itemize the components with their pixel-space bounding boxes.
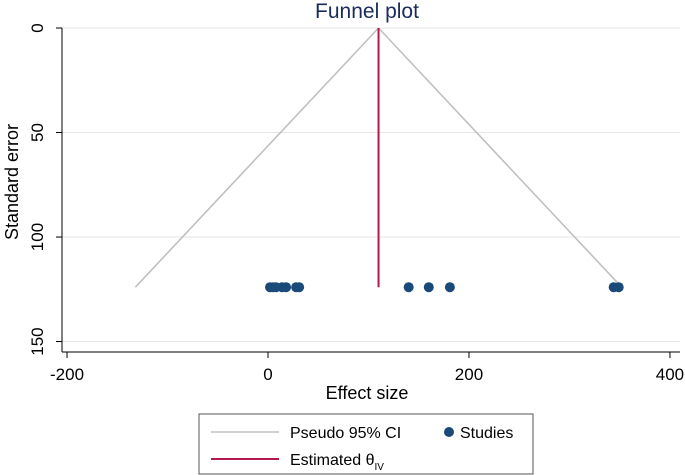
x-tick-label: 0 (263, 365, 272, 384)
study-point (294, 282, 305, 293)
pseudo-ci-lines (134, 27, 623, 288)
x-axis-title: Effect size (326, 383, 409, 403)
chart-title: Funnel plot (315, 0, 419, 23)
x-tick-label: 200 (455, 365, 483, 384)
x-tick-label: -200 (50, 365, 84, 384)
legend-studies-label: Studies (460, 425, 513, 442)
grid-lines (62, 27, 680, 343)
study-points (265, 282, 624, 293)
legend-estimate-label: Estimated θIV (290, 452, 384, 473)
ci-left-line (134, 27, 380, 288)
axes: 0 50 100 150-200 0 200 400 (28, 23, 684, 384)
legend-box (198, 413, 534, 475)
x-tick-label: 400 (656, 365, 684, 384)
study-point (423, 282, 434, 293)
y-tick-label: 150 (28, 327, 47, 355)
legend-estimate-text: Estimated θ (290, 452, 375, 469)
legend-studies-marker (444, 427, 454, 437)
study-point (444, 282, 455, 293)
y-axis-title: Standard error (2, 124, 22, 240)
study-point (403, 282, 414, 293)
legend-estimate-subscript: IV (374, 462, 384, 473)
ci-right-line (377, 27, 623, 288)
y-tick-label: 100 (28, 223, 47, 251)
legend-ci-label: Pseudo 95% CI (290, 425, 401, 442)
y-tick-label: 50 (28, 123, 47, 142)
y-tick-label: 0 (28, 23, 47, 32)
study-point (613, 282, 624, 293)
study-point (281, 282, 292, 293)
legend: Pseudo 95% CI Studies Estimated θIV (198, 413, 534, 475)
